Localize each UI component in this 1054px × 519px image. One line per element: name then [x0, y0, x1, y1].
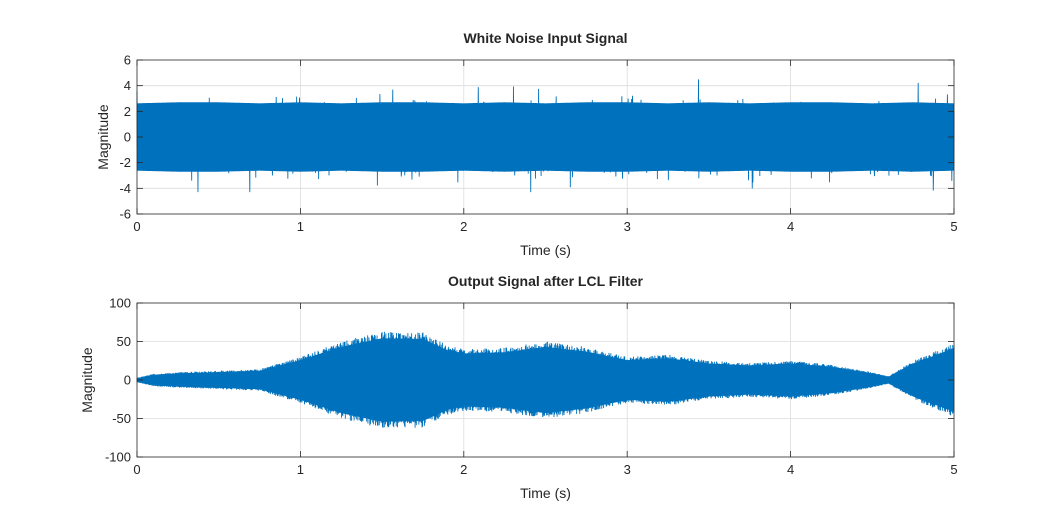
y-tick-label: 50	[117, 334, 131, 349]
y-tick-label: 0	[124, 373, 131, 388]
y-tick-label: 6	[124, 53, 131, 68]
x-tick-label: 2	[460, 462, 467, 477]
input-signal-axes: 0 1 2 3 4 5 -6 -4 -2 0 2 4 6 White Noise Input Signa…	[95, 30, 958, 258]
x-tick-label: 5	[950, 219, 957, 234]
x-tick-label: 5	[950, 462, 957, 477]
input-ylabel: Magnitude	[95, 104, 111, 170]
input-signal-trace	[136, 79, 955, 193]
y-tick-label: -4	[119, 181, 131, 196]
x-tick-label: 3	[624, 219, 631, 234]
output-signal-band	[137, 338, 954, 422]
output-ylabel: Magnitude	[79, 347, 95, 413]
input-signal-band	[137, 102, 954, 172]
y-tick-label: -6	[119, 207, 131, 222]
input-title: White Noise Input Signal	[463, 30, 627, 46]
y-tick-label: -100	[105, 450, 131, 465]
output-xlabel: Time (s)	[520, 485, 571, 501]
x-tick-label: 3	[624, 462, 631, 477]
input-ticks: 0 1 2 3 4 5 -6 -4 -2 0 2 4 6	[119, 53, 957, 235]
output-signal-axes: 0 1 2 3 4 5 -100 -50 0 50 100 Output Signal after …	[79, 273, 958, 501]
output-signal-trace	[136, 331, 955, 428]
output-title: Output Signal after LCL Filter	[448, 273, 644, 289]
output-ticks: 0 1 2 3 4 5 -100 -50 0 50 100	[105, 296, 958, 478]
y-tick-label: 4	[124, 78, 131, 93]
y-tick-label: 0	[124, 130, 131, 145]
y-tick-label: -2	[119, 155, 131, 170]
x-tick-label: 1	[297, 219, 304, 234]
x-tick-label: 2	[460, 219, 467, 234]
y-tick-label: -50	[112, 411, 131, 426]
x-tick-label: 4	[787, 462, 794, 477]
input-xlabel: Time (s)	[520, 242, 571, 258]
x-tick-label: 0	[133, 219, 140, 234]
x-tick-label: 1	[297, 462, 304, 477]
x-tick-label: 4	[787, 219, 794, 234]
x-tick-label: 0	[133, 462, 140, 477]
y-tick-label: 100	[109, 296, 131, 311]
y-tick-label: 2	[124, 104, 131, 119]
